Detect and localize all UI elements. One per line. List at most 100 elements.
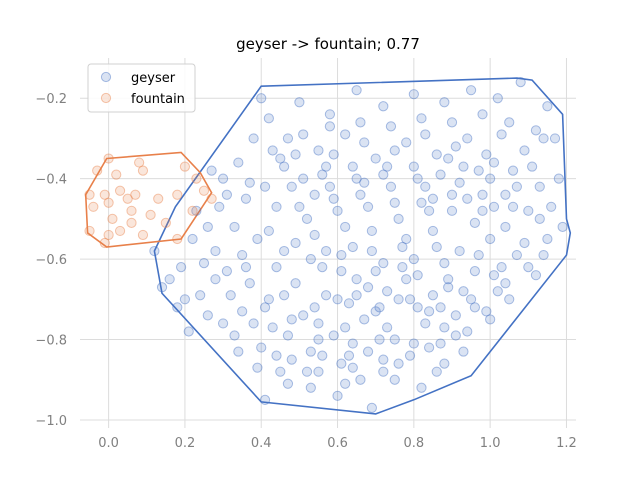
geyser-point xyxy=(443,153,454,164)
geyser-point xyxy=(454,245,465,257)
geyser-point xyxy=(527,161,538,172)
geyser-point xyxy=(412,173,423,184)
geyser-point xyxy=(290,149,301,160)
geyser-point xyxy=(420,129,431,140)
fountain-point xyxy=(145,209,156,220)
geyser-point xyxy=(443,274,454,285)
geyser-point xyxy=(340,129,351,140)
fountain-point xyxy=(103,229,114,241)
geyser-point xyxy=(427,225,439,237)
geyser-point xyxy=(469,266,480,277)
geyser-point xyxy=(172,302,183,313)
geyser-point xyxy=(267,145,278,156)
geyser-point xyxy=(320,245,332,257)
geyser-point xyxy=(446,189,458,200)
geyser-point xyxy=(488,201,500,212)
geyser-point xyxy=(462,133,473,144)
geyser-point xyxy=(259,181,271,192)
geyser-point xyxy=(164,274,175,285)
geyser-point xyxy=(183,326,194,337)
geyser-point xyxy=(458,286,469,297)
geyser-point xyxy=(515,77,526,88)
geyser-point xyxy=(271,262,282,273)
geyser-point xyxy=(279,161,290,172)
geyser-point xyxy=(298,129,309,140)
geyser-point xyxy=(275,366,286,377)
geyser-point xyxy=(504,294,515,305)
geyser-point xyxy=(485,314,496,325)
geyser-point xyxy=(382,161,393,172)
geyser-point xyxy=(362,201,374,212)
geyser-point xyxy=(500,278,511,289)
x-tick-label: 1.0 xyxy=(480,436,501,451)
geyser-point xyxy=(450,330,461,341)
geyser-point xyxy=(290,237,301,249)
geyser-point xyxy=(446,117,458,128)
geyser-point xyxy=(416,382,427,393)
fountain-point xyxy=(206,193,217,204)
geyser-point xyxy=(389,197,400,208)
geyser-point xyxy=(233,346,244,357)
geyser-point xyxy=(202,221,213,233)
geyser-point xyxy=(340,221,351,233)
geyser-point xyxy=(408,161,419,172)
geyser-point xyxy=(336,249,347,261)
geyser-point xyxy=(359,177,370,188)
fountain-point xyxy=(126,205,137,216)
geyser-point xyxy=(351,85,362,96)
geyser-point xyxy=(427,290,439,301)
geyser-point xyxy=(240,262,252,273)
geyser-point xyxy=(488,270,500,281)
geyser-point xyxy=(492,93,503,104)
geyser-point xyxy=(485,173,496,184)
geyser-point xyxy=(389,145,400,156)
geyser-point xyxy=(332,205,343,216)
geyser-point xyxy=(347,161,358,172)
geyser-point xyxy=(408,338,419,349)
geyser-point xyxy=(328,330,339,341)
x-tick-label: 1.2 xyxy=(556,436,577,451)
geyser-point xyxy=(519,145,530,156)
geyser-point xyxy=(332,390,343,401)
fountain-point xyxy=(88,201,99,212)
geyser-point xyxy=(240,193,252,204)
geyser-point xyxy=(496,262,507,273)
geyser-point xyxy=(549,133,561,144)
fountain-point xyxy=(103,153,114,164)
fountain-hull xyxy=(84,151,213,248)
geyser-point xyxy=(359,137,370,148)
geyser-point xyxy=(389,374,400,385)
geyser-point xyxy=(538,133,549,144)
geyser-point xyxy=(324,181,336,192)
geyser-point xyxy=(481,306,492,317)
geyser-point xyxy=(305,253,316,265)
geyser-point xyxy=(420,318,431,329)
x-axis-ticks: 0.0 0.2 0.4 0.6 0.8 1.0 1.2 xyxy=(98,436,577,451)
geyser-point xyxy=(282,378,294,389)
geyser-point xyxy=(439,97,450,108)
geyser-point xyxy=(294,201,305,212)
geyser-point xyxy=(507,201,519,212)
geyser-point xyxy=(355,374,366,385)
fountain-point xyxy=(134,157,145,168)
geyser-point xyxy=(431,366,442,377)
geyser-point xyxy=(328,149,339,160)
geyser-point xyxy=(210,245,221,257)
geyser-point xyxy=(465,294,477,305)
geyser-point xyxy=(378,354,389,365)
fountain-point xyxy=(172,233,183,245)
geyser-point xyxy=(237,249,248,261)
points-layer xyxy=(84,77,568,413)
y-tick-label: −0.8 xyxy=(35,334,67,349)
geyser-point xyxy=(324,121,336,132)
geyser-point xyxy=(313,318,324,329)
geyser-point xyxy=(282,330,294,341)
geyser-point xyxy=(206,165,217,176)
geyser-point xyxy=(214,201,225,212)
geyser-point xyxy=(309,302,320,313)
geyser-point xyxy=(385,121,397,132)
geyser-point xyxy=(530,125,542,136)
geyser-point xyxy=(523,205,534,216)
geyser-point xyxy=(393,358,404,369)
geyser-point xyxy=(362,346,374,357)
